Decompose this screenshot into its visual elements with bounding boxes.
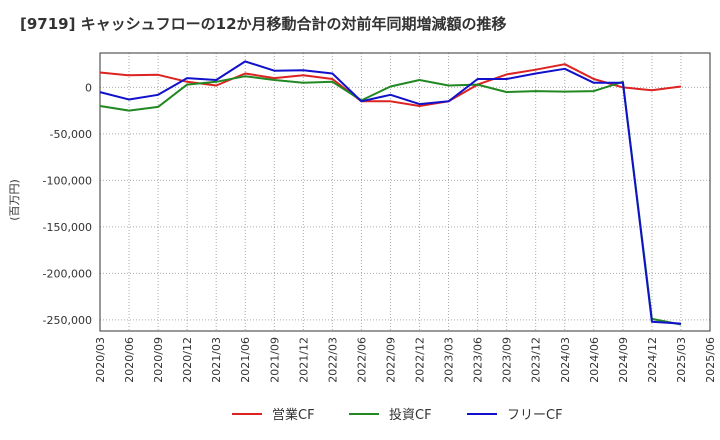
y-ticks: 0 -50,000 -100,000 -150,000 -200,000 -250,000 [43, 81, 92, 326]
x-tick-label: 2022/12 [414, 337, 427, 383]
series-lines [99, 60, 682, 326]
x-tick-label: 2025/06 [704, 337, 717, 383]
legend-label-2: 投資CF [389, 407, 432, 423]
x-tick-label: 2020/12 [181, 337, 194, 383]
x-tick-label: 2022/03 [326, 337, 339, 383]
x-tick-label: 2020/09 [152, 337, 165, 383]
x-tick-label: 2021/09 [268, 337, 281, 383]
legend: 営業CF 投資CF フリーCF [232, 407, 563, 423]
x-tick-label: 2022/09 [384, 337, 397, 383]
y-tick-label: 0 [85, 81, 92, 94]
x-tick-label: 2023/03 [443, 337, 456, 383]
series-line-2 [99, 75, 682, 326]
grid [99, 53, 711, 331]
y-tick-label: -50,000 [50, 128, 92, 141]
x-tick-label: 2021/12 [297, 337, 310, 383]
x-tick-label: 2025/03 [675, 337, 688, 383]
axes [99, 52, 711, 332]
legend-label-1: 営業CF [272, 407, 315, 423]
x-tick-label: 2021/03 [210, 337, 223, 383]
x-tick-label: 2021/06 [239, 337, 252, 383]
x-tick-label: 2020/03 [94, 337, 107, 383]
y-tick-label: -100,000 [43, 174, 92, 187]
plot-frame [99, 52, 711, 332]
x-ticks: 2020/03 2020/06 2020/09 2020/12 2021/03 2021/… [94, 337, 717, 383]
y-axis-label: (百万円) [8, 179, 21, 221]
x-tick-label: 2024/03 [559, 337, 572, 383]
legend-label-3: フリーCF [507, 408, 563, 423]
x-tick-label: 2024/09 [617, 337, 630, 383]
series-line-3 [99, 60, 682, 325]
y-tick-label: -250,000 [43, 314, 92, 327]
chart-title: [9719] キャッシュフローの12か月移動合計の対前年同期増減額の推移 [20, 15, 507, 33]
x-tick-label: 2024/12 [646, 337, 659, 383]
x-tick-label: 2022/06 [355, 337, 368, 383]
x-tick-label: 2023/09 [501, 337, 514, 383]
x-tick-label: 2023/06 [472, 337, 485, 383]
y-tick-label: -200,000 [43, 267, 92, 280]
x-tick-label: 2023/12 [530, 337, 543, 383]
y-tick-label: -150,000 [43, 221, 92, 234]
x-tick-label: 2020/06 [123, 337, 136, 383]
x-tick-label: 2024/06 [588, 337, 601, 383]
